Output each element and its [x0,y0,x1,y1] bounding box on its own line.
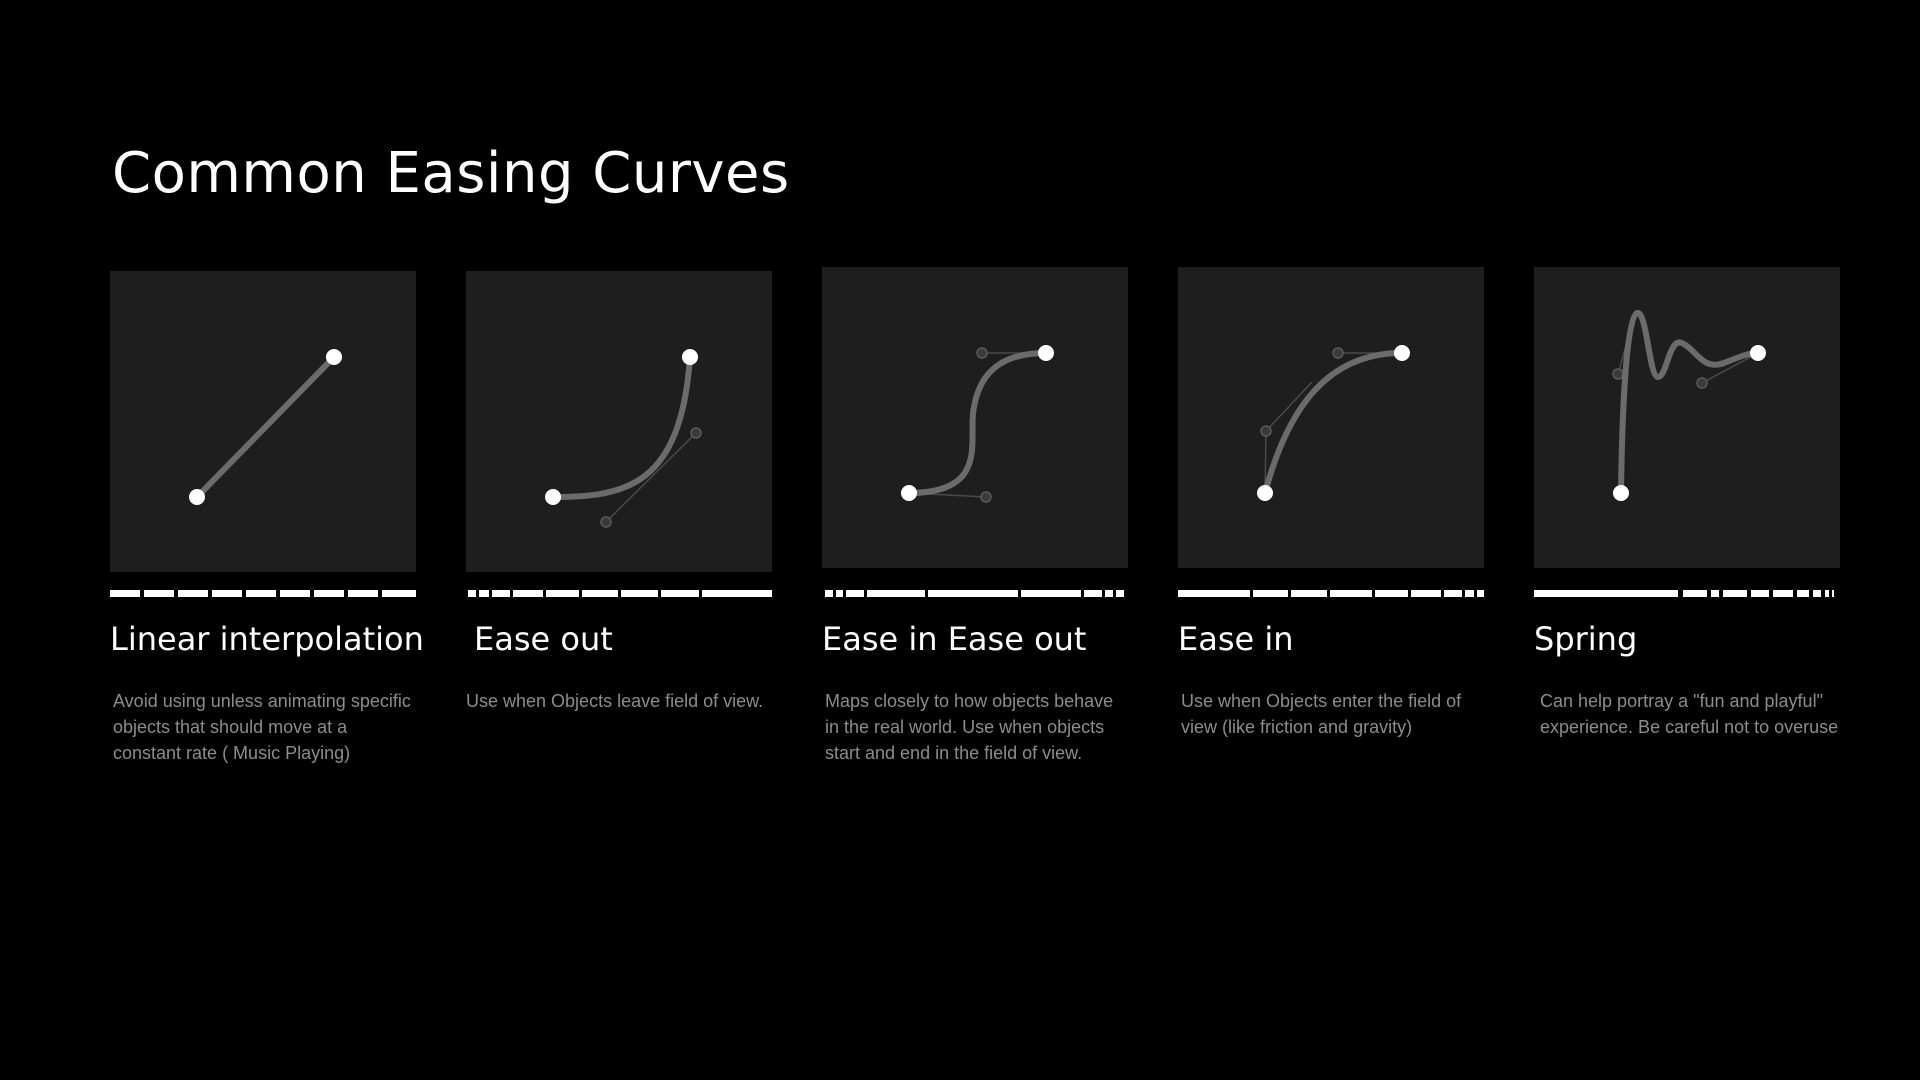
curve-path [906,350,1049,496]
end-point [326,349,342,365]
control-point [1696,377,1708,389]
ease-in-out-curve-diagram [901,345,1054,503]
timing-bar-ease-in [1178,590,1484,597]
control-handle-line [1701,352,1759,384]
curve-path [194,354,337,500]
card-description: Maps closely to how objects behave in th… [825,691,1114,763]
card-title: Ease in [1178,620,1294,658]
control-point [600,516,612,528]
curve-panel-ease-out [466,271,772,572]
control-handle-line [605,432,697,523]
timing-bar-ease-out [466,590,772,597]
end-point [682,349,698,365]
timing-bar-graphic [110,590,416,597]
ease-in-curve-diagram [1257,345,1410,501]
curve-path [1618,309,1761,496]
start-point [1613,485,1629,501]
card-title: Ease out [474,620,613,658]
curve-panel-ease-in-out [822,267,1128,568]
control-point [1332,347,1344,359]
timing-bar-spring [1534,590,1840,597]
curve-path [550,354,693,500]
control-point [1612,368,1624,380]
curve-panel-spring [1534,267,1840,568]
timing-bar-graphic [1178,590,1484,597]
curve-path [1262,350,1405,496]
page-title: Common Easing Curves [112,141,790,206]
start-point [901,485,917,501]
control-handle-line [1265,381,1313,432]
card-description: Can help portray a "fun and playful" exp… [1540,691,1839,737]
timing-bar-graphic [1534,590,1834,597]
timing-bar-linear [110,590,416,597]
card-description: Use when Objects enter the field of view… [1181,691,1462,737]
curve-panel-ease-in [1178,267,1484,568]
timing-bar-ease-in-out [822,590,1128,597]
start-point [1257,485,1273,501]
control-point [1260,425,1272,437]
card-description: Avoid using unless animating specific ob… [113,691,411,763]
card-description: Use when Objects leave field of view. [466,691,764,711]
control-point [976,347,988,359]
card-title: Ease in Ease out [822,620,1087,658]
card-title: Linear interpolation [110,620,424,658]
start-point [189,489,205,505]
end-point [1394,345,1410,361]
spring-curve-diagram [1612,309,1766,501]
control-point [980,491,992,503]
curve-panel-linear [110,271,416,572]
timing-bar-graphic [825,590,1124,597]
card-title: Spring [1534,620,1638,658]
end-point [1750,345,1766,361]
linear-curve-diagram [189,349,342,505]
start-point [545,489,561,505]
control-point [690,427,702,439]
end-point [1038,345,1054,361]
ease-out-curve-diagram [545,349,702,528]
timing-bar-graphic [468,590,772,597]
